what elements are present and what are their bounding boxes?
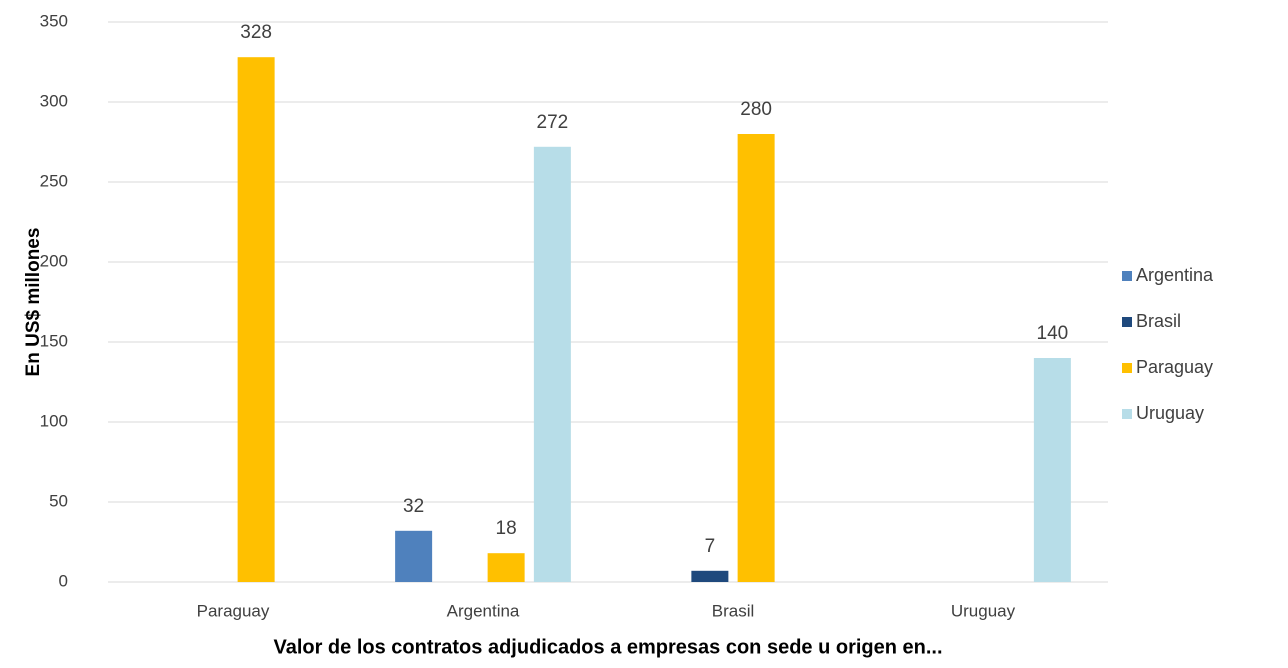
legend-label: Uruguay (1136, 403, 1204, 423)
x-axis-title: Valor de los contratos adjudicados a emp… (273, 636, 942, 658)
y-tick-label: 200 (40, 251, 68, 270)
y-tick-label: 150 (40, 331, 68, 350)
bar (691, 570, 729, 582)
legend-swatch (1122, 317, 1132, 327)
bar (395, 530, 433, 582)
y-tick-label: 100 (40, 411, 68, 430)
legend-label: Argentina (1136, 265, 1214, 285)
data-label: 328 (240, 22, 272, 43)
y-tick-label: 250 (40, 171, 68, 190)
y-tick-label: 300 (40, 91, 68, 110)
y-tick-label: 350 (40, 11, 68, 30)
data-label: 280 (740, 99, 772, 120)
data-label: 18 (496, 518, 517, 539)
bar (737, 134, 775, 582)
x-tick-label: Uruguay (951, 601, 1016, 620)
y-axis-title: En US$ millones (23, 228, 44, 377)
bar (237, 57, 275, 582)
data-label: 140 (1037, 323, 1069, 344)
data-label: 32 (403, 496, 424, 517)
data-label: 7 (705, 536, 716, 557)
bar (1033, 358, 1071, 582)
x-tick-label: Paraguay (197, 601, 270, 620)
legend-swatch (1122, 271, 1132, 281)
legend-label: Paraguay (1136, 357, 1213, 377)
y-tick-label: 50 (49, 491, 68, 510)
bar (487, 553, 525, 582)
data-label: 272 (537, 112, 569, 133)
x-tick-label: Brasil (712, 601, 755, 620)
x-tick-label: Argentina (447, 601, 520, 620)
bar (533, 146, 571, 583)
legend-swatch (1122, 363, 1132, 373)
legend-swatch (1122, 409, 1132, 419)
y-tick-label: 0 (59, 571, 68, 590)
legend-label: Brasil (1136, 311, 1181, 331)
